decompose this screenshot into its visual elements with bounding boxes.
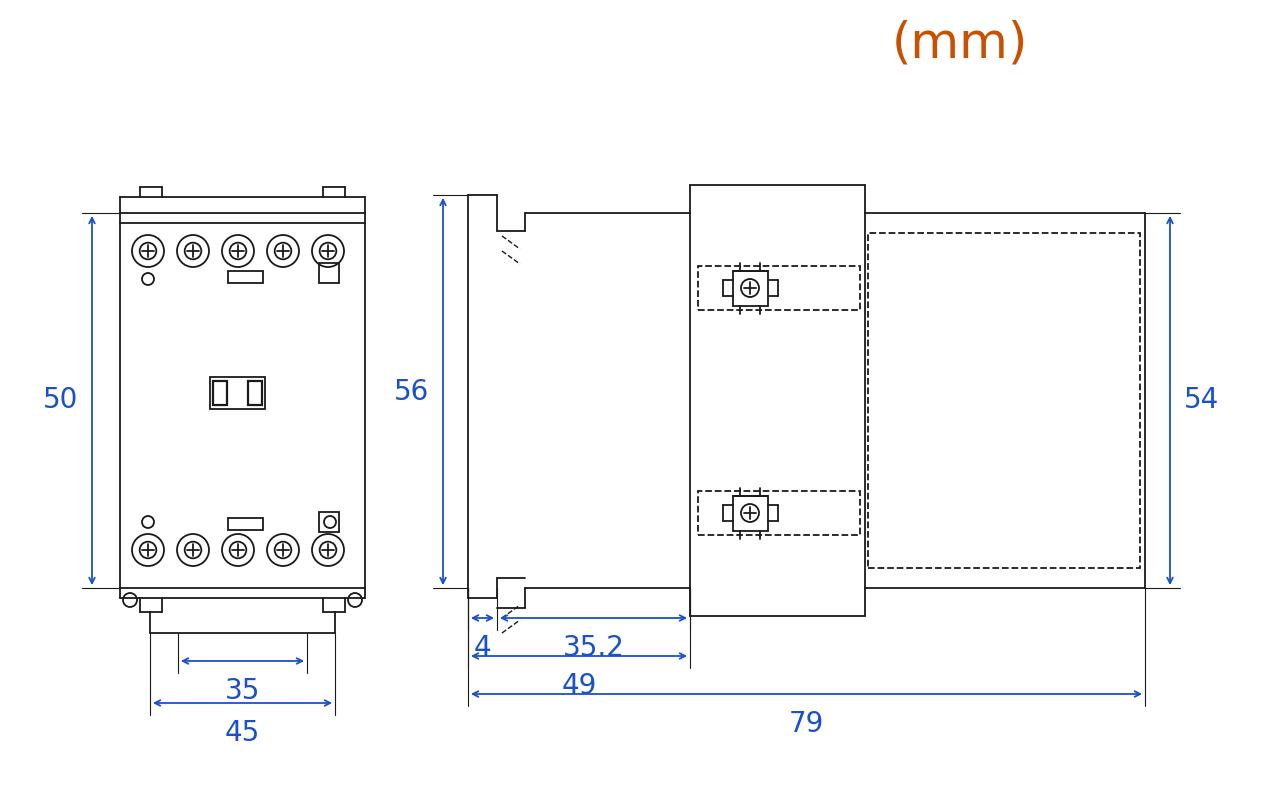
Bar — [868, 233, 1140, 568]
Text: 45: 45 — [225, 719, 260, 747]
Bar — [228, 271, 262, 283]
Text: 54: 54 — [1184, 386, 1220, 415]
Text: 49: 49 — [562, 672, 596, 700]
Bar — [319, 263, 339, 283]
Text: 4: 4 — [474, 634, 492, 662]
Bar — [732, 496, 768, 531]
Bar — [732, 270, 768, 305]
Bar — [698, 266, 860, 310]
Text: 56: 56 — [394, 377, 429, 405]
Bar — [698, 491, 860, 535]
Bar — [228, 518, 262, 530]
Text: 50: 50 — [42, 386, 78, 415]
Bar — [319, 512, 339, 532]
Text: 35.2: 35.2 — [563, 634, 625, 662]
Bar — [248, 381, 262, 404]
Bar — [212, 381, 227, 404]
Text: 79: 79 — [788, 710, 824, 738]
Text: (mm): (mm) — [892, 19, 1028, 67]
Text: 35: 35 — [225, 677, 260, 705]
Bar — [210, 377, 265, 408]
